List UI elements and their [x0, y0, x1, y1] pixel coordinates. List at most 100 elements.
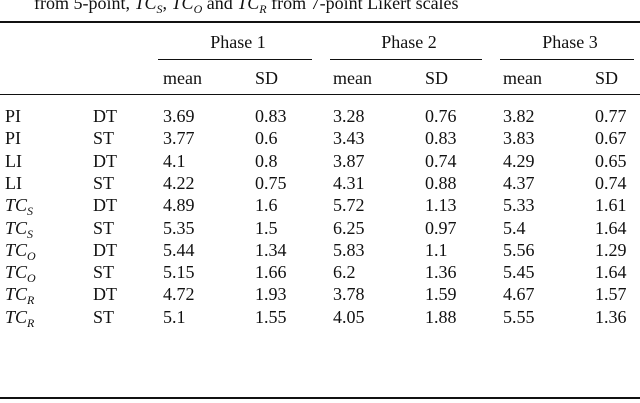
cell-value: 1.13: [425, 195, 457, 216]
row-measure: LI: [5, 151, 22, 171]
cell-value: 0.83: [425, 128, 457, 149]
row-condition: DT: [93, 150, 117, 171]
measure: PI: [5, 128, 22, 149]
row-condition: ST: [93, 128, 115, 149]
cell-value: 0.97: [425, 217, 457, 238]
cell-value: 5.44: [163, 239, 195, 260]
cell-value: 3.28: [333, 106, 365, 126]
measure-base: TC: [5, 217, 28, 238]
caption: from 5-point, TCS, TCO and TCR from 7-po…: [34, 0, 459, 16]
cell-value: 1.64: [595, 217, 627, 238]
row-condition: DT: [93, 195, 117, 216]
measure: TCR: [5, 306, 35, 330]
row-measure: TCS: [5, 195, 33, 217]
cell-value: 1.6: [255, 195, 278, 216]
caption-part: ,: [162, 0, 172, 13]
phase-rule: [500, 59, 634, 60]
cell-value: 5.35: [163, 217, 195, 238]
cell-value: 4.72: [163, 284, 195, 305]
phase-header: Phase 2: [381, 32, 437, 52]
row-condition: ST: [93, 306, 115, 327]
cell-value: 1.1: [425, 239, 448, 260]
cell-value: 4.05: [333, 306, 365, 327]
row-measure: PI: [5, 106, 21, 126]
cell-value: 4.37: [503, 172, 535, 193]
measure-base: TC: [5, 239, 28, 260]
cell-value: 0.77: [595, 106, 627, 126]
cell-value: 0.75: [255, 172, 287, 193]
cell-value: 3.43: [333, 128, 365, 149]
row-condition: ST: [93, 262, 115, 283]
measure-base: TC: [5, 195, 28, 216]
caption-part-sub: R: [259, 2, 267, 16]
caption-part: TCS: [134, 0, 163, 16]
cell-value: 6.2: [333, 262, 356, 283]
cell-value: 3.83: [503, 128, 535, 149]
measure-sub: R: [27, 315, 35, 330]
cell-value: 3.69: [163, 106, 195, 126]
column-header: SD: [595, 68, 619, 88]
row-condition: ST: [93, 217, 115, 238]
cell-value: 5.33: [503, 195, 535, 216]
cell-value: 0.6: [255, 128, 278, 149]
row-condition: DT: [93, 239, 117, 260]
cell-value: 3.82: [503, 106, 535, 126]
cell-value: 6.25: [333, 217, 365, 238]
cell-value: 3.78: [333, 284, 365, 305]
caption-part-base: TC: [171, 0, 194, 13]
cell-value: 0.8: [255, 150, 278, 171]
column-header: mean: [333, 68, 372, 88]
measure: LI: [5, 150, 22, 171]
cell-value: 3.77: [163, 128, 195, 149]
cell-value: 4.22: [163, 172, 195, 193]
cell-value: 5.45: [503, 262, 535, 283]
row-measure: PI: [5, 128, 21, 148]
bottom-rule: [0, 397, 640, 399]
measure-sub: S: [27, 226, 34, 241]
caption-part: and: [202, 0, 238, 13]
cell-value: 1.88: [425, 306, 457, 327]
mid-rule: [0, 94, 640, 95]
cell-value: 1.36: [595, 306, 627, 327]
column-header: SD: [255, 68, 279, 88]
cell-value: 1.29: [595, 239, 627, 260]
cell-value: 3.87: [333, 150, 365, 171]
cell-value: 0.88: [425, 172, 457, 193]
row-measure: TCS: [5, 217, 34, 241]
cell-value: 0.76: [425, 106, 457, 126]
measure: TCO: [5, 262, 36, 284]
measure-sub: O: [27, 248, 36, 263]
cell-value: 0.65: [595, 150, 627, 171]
cell-value: 5.1: [163, 306, 186, 327]
cell-value: 4.29: [503, 150, 535, 171]
row-measure: TCR: [5, 306, 35, 330]
cell-value: 4.67: [503, 284, 535, 305]
phase-header: Phase 3: [542, 32, 598, 52]
cell-value: 1.55: [255, 306, 287, 327]
measure-base: TC: [5, 284, 28, 305]
caption-part: TCR: [237, 0, 267, 16]
cell-value: 4.31: [333, 172, 365, 193]
phase-rule: [330, 59, 482, 60]
measure: LI: [5, 172, 22, 193]
caption-part: from 7-point Likert scales: [266, 0, 459, 13]
caption-part-sub: S: [156, 2, 163, 16]
row-measure: LI: [5, 173, 22, 193]
cell-value: 1.36: [425, 262, 457, 283]
cell-value: 0.83: [255, 106, 287, 126]
measure: TCR: [5, 284, 35, 308]
caption-part: from 5-point,: [34, 0, 135, 13]
phase-header: Phase 1: [210, 32, 266, 52]
caption-part-sub: O: [193, 2, 203, 16]
measure-base: TC: [5, 306, 28, 327]
measure-sub: R: [27, 293, 35, 308]
cell-value: 4.1: [163, 150, 186, 171]
caption-part-base: TC: [134, 0, 157, 13]
cell-value: 5.56: [503, 239, 535, 260]
cell-value: 1.57: [595, 284, 627, 305]
cell-value: 1.34: [255, 239, 287, 260]
row-measure: TCR: [5, 284, 35, 308]
row-condition: DT: [93, 284, 117, 305]
measure: TCO: [5, 239, 36, 263]
cell-value: 5.55: [503, 306, 535, 327]
